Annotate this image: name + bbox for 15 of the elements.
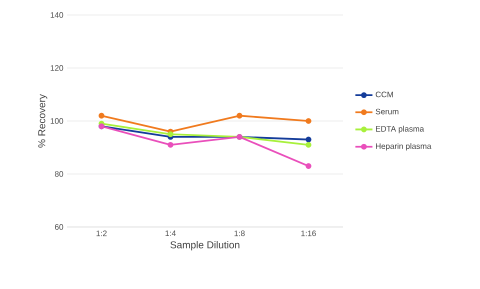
y-tick-label: 60 [54, 224, 64, 230]
x-tick-label: 1:2 [96, 230, 107, 236]
x-tick-label: 1:16 [301, 230, 316, 236]
y-tick-label: 120 [50, 65, 64, 71]
y-tick-label: 140 [50, 12, 64, 18]
x-tick-label: 1:4 [166, 230, 176, 236]
legend-label: EDTA plasma [376, 126, 424, 134]
legend-label: Heparin plasma [376, 143, 432, 151]
x-tick-label: 1:8 [234, 230, 245, 236]
x-axis-title: Sample Dilution [170, 241, 240, 250]
y-axis-title: % Recovery [38, 94, 48, 148]
y-tick-label: 80 [54, 171, 64, 177]
legend-label: Serum [376, 108, 398, 114]
legend-label: CCM [376, 92, 393, 98]
y-tick-label: 100 [50, 118, 64, 124]
